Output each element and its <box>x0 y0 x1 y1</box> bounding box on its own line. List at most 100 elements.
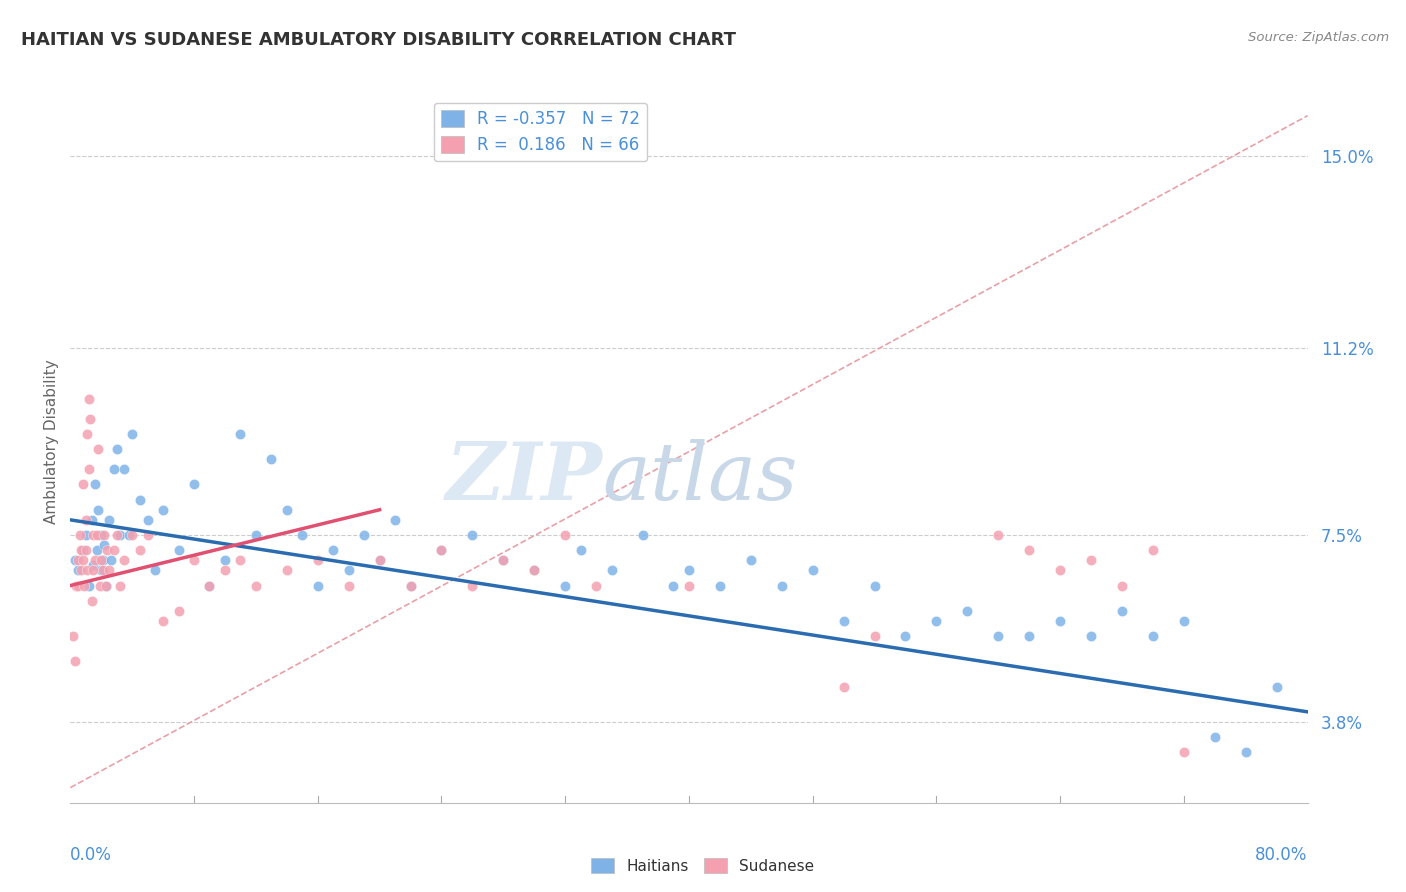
Point <box>801 563 824 577</box>
Point <box>77 578 100 592</box>
Point <box>105 528 128 542</box>
Point <box>82 558 105 573</box>
Point <box>183 477 205 491</box>
Point <box>69 528 91 542</box>
Point <box>678 578 700 592</box>
Point <box>461 578 484 592</box>
Text: atlas: atlas <box>602 439 797 516</box>
Point <box>82 563 105 577</box>
Point <box>105 442 128 456</box>
Point <box>91 563 114 577</box>
Point <box>832 614 855 628</box>
Point <box>1234 745 1257 759</box>
Point <box>103 543 125 558</box>
Point <box>84 477 107 491</box>
Point <box>214 553 236 567</box>
Point <box>554 578 576 592</box>
Point <box>740 553 762 567</box>
Point <box>245 578 267 592</box>
Point <box>121 528 143 542</box>
Point <box>72 543 94 558</box>
Point <box>167 543 190 558</box>
Point <box>1018 543 1040 558</box>
Point <box>384 513 406 527</box>
Point <box>86 528 108 542</box>
Point <box>1204 730 1226 744</box>
Point <box>65 578 87 592</box>
Point <box>229 427 252 442</box>
Point <box>1080 553 1102 567</box>
Point <box>260 452 283 467</box>
Point <box>276 502 298 516</box>
Point <box>90 563 112 577</box>
Point <box>118 528 141 542</box>
Point <box>678 563 700 577</box>
Point <box>987 528 1010 542</box>
Text: HAITIAN VS SUDANESE AMBULATORY DISABILITY CORRELATION CHART: HAITIAN VS SUDANESE AMBULATORY DISABILIT… <box>21 31 737 49</box>
Point <box>1080 629 1102 643</box>
Point <box>129 543 152 558</box>
Point <box>245 528 267 542</box>
Text: 0.0%: 0.0% <box>70 847 112 864</box>
Point <box>307 578 329 592</box>
Point <box>98 513 120 527</box>
Point <box>93 538 115 552</box>
Point <box>492 553 515 567</box>
Point <box>631 528 654 542</box>
Point <box>1049 563 1071 577</box>
Point <box>100 553 122 567</box>
Point <box>73 578 96 592</box>
Point <box>1111 604 1133 618</box>
Point <box>198 578 221 592</box>
Point <box>662 578 685 592</box>
Point <box>70 563 93 577</box>
Point <box>75 513 97 527</box>
Point <box>103 462 125 476</box>
Point <box>461 528 484 542</box>
Point <box>87 442 110 456</box>
Point <box>96 543 118 558</box>
Text: Source: ZipAtlas.com: Source: ZipAtlas.com <box>1249 31 1389 45</box>
Point <box>585 578 607 592</box>
Point <box>67 578 90 592</box>
Point <box>1142 629 1164 643</box>
Point <box>62 629 84 643</box>
Point <box>1142 543 1164 558</box>
Y-axis label: Ambulatory Disability: Ambulatory Disability <box>44 359 59 524</box>
Point <box>569 543 592 558</box>
Point <box>67 563 90 577</box>
Point <box>925 614 948 628</box>
Point <box>1173 745 1195 759</box>
Point <box>98 563 120 577</box>
Point <box>523 563 546 577</box>
Point <box>121 427 143 442</box>
Point <box>770 578 793 592</box>
Point <box>214 563 236 577</box>
Point <box>368 553 391 567</box>
Point <box>368 553 391 567</box>
Point <box>956 604 979 618</box>
Text: 80.0%: 80.0% <box>1256 847 1308 864</box>
Point <box>987 629 1010 643</box>
Point <box>94 578 117 592</box>
Point <box>84 553 107 567</box>
Point <box>136 513 159 527</box>
Point <box>76 563 98 577</box>
Point <box>77 392 100 406</box>
Point <box>90 528 112 542</box>
Point <box>167 604 190 618</box>
Point <box>229 553 252 567</box>
Point <box>863 578 886 592</box>
Point <box>1265 680 1288 694</box>
Point <box>75 528 97 542</box>
Point <box>709 578 731 592</box>
Point <box>337 563 360 577</box>
Point <box>80 513 103 527</box>
Point <box>80 593 103 607</box>
Point <box>129 492 152 507</box>
Point <box>307 553 329 567</box>
Point <box>554 528 576 542</box>
Text: ZIP: ZIP <box>446 439 602 516</box>
Point <box>152 502 174 516</box>
Point <box>108 578 131 592</box>
